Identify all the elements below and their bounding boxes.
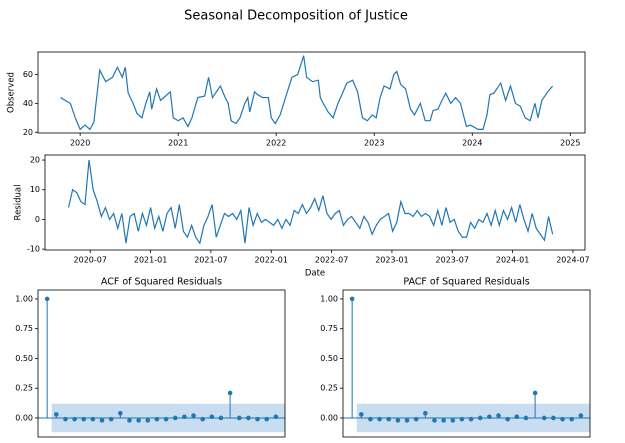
stem-marker xyxy=(172,415,178,421)
y-tick-label: 1.00 xyxy=(15,294,33,303)
stem-marker xyxy=(273,414,279,420)
stem-marker xyxy=(99,418,105,423)
stem-marker xyxy=(423,410,428,416)
y-axis-label: Observed xyxy=(7,72,17,113)
x-tick-label: 2023-01 xyxy=(375,256,408,265)
y-tick-label: 0.00 xyxy=(15,413,33,422)
stem-marker xyxy=(227,390,233,396)
stem-marker xyxy=(560,416,565,422)
x-tick-label: 2022-01 xyxy=(255,256,288,265)
x-tick-label: 2025 xyxy=(560,139,580,148)
stem-marker xyxy=(368,416,373,422)
y-tick-label: 0.00 xyxy=(320,413,338,422)
stem-marker xyxy=(377,416,382,422)
stem-marker xyxy=(44,296,50,302)
stem-marker xyxy=(496,413,501,418)
y-tick-label: 40 xyxy=(23,99,33,108)
stem-marker xyxy=(90,416,96,422)
stem-marker xyxy=(569,416,575,422)
series-line xyxy=(67,159,554,245)
x-tick-label: 2021 xyxy=(168,139,188,148)
stem-marker xyxy=(264,416,270,422)
axes-frame xyxy=(37,289,286,438)
stem-marker xyxy=(578,413,584,418)
stem-marker xyxy=(246,415,251,421)
y-tick-label: 0.25 xyxy=(15,384,33,393)
subplot-title: ACF of Squared Residuals xyxy=(101,277,222,288)
x-tick-label: 2024-07 xyxy=(556,256,589,265)
y-tick-label: 20 xyxy=(30,156,40,165)
y-tick-label: 20 xyxy=(23,128,33,137)
axes-frame xyxy=(44,154,586,251)
stem-marker xyxy=(63,416,68,422)
stem-marker xyxy=(358,412,364,417)
x-tick-label: 2023-07 xyxy=(436,256,469,265)
subplot-title: PACF of Squared Residuals xyxy=(403,277,529,288)
figure-title: Seasonal Decomposition of Justice xyxy=(184,9,408,24)
x-axis-label: Date xyxy=(305,269,325,279)
stem-marker xyxy=(523,415,529,421)
stem-marker xyxy=(200,416,205,422)
stem-marker xyxy=(209,414,215,420)
stem-marker xyxy=(163,416,169,422)
stem-marker xyxy=(450,418,456,423)
stem-marker xyxy=(255,416,260,422)
x-tick-label: 2020 xyxy=(70,139,90,148)
stem-marker xyxy=(441,418,446,423)
stem-marker xyxy=(404,418,410,423)
y-tick-label: 1.00 xyxy=(320,294,338,303)
stem-marker xyxy=(349,296,355,302)
y-tick-label: 10 xyxy=(30,185,40,194)
y-tick-label: 0.25 xyxy=(320,384,338,393)
stem-marker xyxy=(413,416,419,422)
stem-marker xyxy=(127,418,132,423)
x-tick-label: 2021-01 xyxy=(134,256,167,265)
stem-marker xyxy=(459,416,465,422)
y-axis-label: Residual xyxy=(14,185,24,221)
x-tick-label: 2023 xyxy=(364,139,384,148)
stem-marker xyxy=(236,415,242,421)
stem-marker xyxy=(395,418,401,423)
stem-marker xyxy=(154,416,160,422)
stem-marker xyxy=(477,415,483,421)
stem-marker xyxy=(551,415,556,421)
stem-marker xyxy=(432,418,437,423)
stem-marker xyxy=(386,416,392,422)
stem-marker xyxy=(191,413,196,418)
stem-marker xyxy=(118,410,123,416)
series-line xyxy=(60,55,554,131)
y-tick-label: -10 xyxy=(27,245,40,254)
x-tick-label: 2021-07 xyxy=(194,256,227,265)
stem-marker xyxy=(108,416,114,422)
stem-marker xyxy=(182,414,187,420)
stem-marker xyxy=(136,418,141,423)
stem-marker xyxy=(505,416,510,422)
y-tick-label: 0 xyxy=(35,215,40,224)
x-tick-label: 2020-07 xyxy=(74,256,107,265)
x-tick-label: 2022-07 xyxy=(315,256,348,265)
stem-marker xyxy=(72,416,77,422)
stem-marker xyxy=(487,414,492,420)
y-tick-label: 0.50 xyxy=(15,354,33,363)
stem-marker xyxy=(541,415,547,421)
axes-frame xyxy=(342,289,591,438)
stem-marker xyxy=(81,416,87,422)
x-tick-label: 2024 xyxy=(462,139,482,148)
stem-marker xyxy=(532,390,538,396)
y-tick-label: 60 xyxy=(23,70,33,79)
x-tick-label: 2022 xyxy=(266,139,286,148)
stem-marker xyxy=(218,415,224,421)
axes-frame xyxy=(37,51,586,134)
stem-marker xyxy=(53,412,59,417)
y-tick-label: 0.75 xyxy=(320,324,338,333)
stem-marker xyxy=(145,418,151,423)
y-tick-label: 0.50 xyxy=(320,354,338,363)
x-tick-label: 2024-01 xyxy=(496,256,529,265)
stem-marker xyxy=(468,416,474,422)
stem-marker xyxy=(514,414,520,420)
y-tick-label: 0.75 xyxy=(15,324,33,333)
